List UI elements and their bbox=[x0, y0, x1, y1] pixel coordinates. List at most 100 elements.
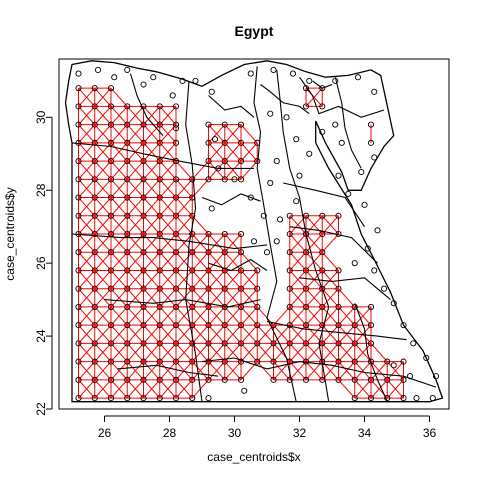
centroid-point bbox=[107, 285, 115, 292]
centroid-point bbox=[140, 267, 147, 274]
centroid-point bbox=[335, 172, 342, 179]
network-link bbox=[208, 324, 226, 344]
centroid-point bbox=[423, 354, 430, 362]
centroid-point bbox=[241, 387, 248, 394]
centroid-point bbox=[172, 194, 180, 201]
boundaries bbox=[64, 60, 444, 403]
centroid-point bbox=[189, 395, 196, 402]
network-link bbox=[159, 124, 177, 144]
network-link bbox=[256, 324, 274, 344]
network-link bbox=[78, 343, 96, 362]
network-link bbox=[143, 306, 161, 326]
network-link bbox=[94, 379, 112, 399]
network-link bbox=[305, 251, 323, 271]
network-link bbox=[159, 288, 177, 308]
centroid-point bbox=[169, 92, 176, 99]
centroid-point bbox=[237, 139, 245, 146]
centroid-point bbox=[286, 303, 293, 310]
centroid-point bbox=[140, 376, 147, 383]
centroid-point bbox=[319, 322, 326, 329]
centroid-point bbox=[351, 358, 358, 365]
network-link bbox=[191, 288, 209, 308]
centroid-point bbox=[273, 158, 280, 165]
centroid-point bbox=[296, 172, 303, 179]
centroid-point bbox=[172, 103, 180, 110]
centroid-point bbox=[221, 121, 228, 128]
centroid-point bbox=[172, 267, 180, 274]
plot-content bbox=[64, 60, 444, 403]
network-link bbox=[191, 215, 209, 235]
centroid-point bbox=[221, 249, 228, 256]
centroid-point bbox=[351, 395, 358, 402]
centroid-point bbox=[189, 322, 196, 329]
x-axis-label: case_centroids$x bbox=[207, 450, 300, 464]
network-link bbox=[143, 270, 161, 290]
centroid-point bbox=[221, 358, 228, 365]
centroid-point bbox=[361, 201, 368, 208]
network-link bbox=[175, 215, 193, 235]
centroid-point bbox=[91, 376, 98, 383]
centroid-point bbox=[335, 267, 342, 274]
centroid-point bbox=[221, 230, 228, 238]
centroid-point bbox=[189, 376, 196, 383]
centroid-point bbox=[124, 158, 131, 165]
centroid-point bbox=[286, 358, 293, 365]
centroid-point bbox=[124, 230, 131, 238]
network-link bbox=[78, 178, 96, 198]
centroid-point bbox=[156, 267, 163, 274]
region-boundary bbox=[299, 277, 391, 301]
centroid-point bbox=[254, 158, 261, 165]
region-boundary bbox=[289, 226, 378, 264]
network-link bbox=[273, 306, 291, 326]
centroid-point bbox=[172, 303, 180, 310]
network-link bbox=[143, 251, 161, 271]
network-link bbox=[143, 197, 161, 217]
centroid-point bbox=[124, 212, 131, 219]
network-link bbox=[110, 251, 128, 271]
network-link bbox=[78, 270, 96, 290]
centroid-point bbox=[406, 373, 414, 380]
network-link bbox=[175, 270, 193, 290]
network-link bbox=[354, 343, 372, 362]
network-link bbox=[289, 288, 307, 308]
network-link bbox=[354, 379, 372, 399]
centroid-point bbox=[367, 358, 375, 365]
centroid-point bbox=[332, 77, 339, 84]
network-link bbox=[289, 270, 307, 290]
centroid-point bbox=[289, 70, 297, 77]
centroid-point bbox=[140, 285, 147, 292]
network-link bbox=[321, 270, 339, 290]
centroid-point bbox=[380, 285, 388, 292]
centroid-point bbox=[270, 358, 277, 365]
network-link bbox=[110, 306, 128, 326]
centroid-point bbox=[400, 322, 407, 329]
centroid-point bbox=[172, 139, 180, 146]
centroid-point bbox=[107, 303, 115, 310]
centroid-point bbox=[172, 340, 180, 347]
network-link bbox=[94, 178, 112, 198]
network-link bbox=[159, 160, 177, 180]
network-link bbox=[191, 270, 209, 290]
network-link bbox=[224, 270, 242, 290]
centroid-point bbox=[189, 340, 196, 347]
centroid-point bbox=[254, 267, 261, 274]
region-boundary bbox=[283, 182, 365, 228]
centroid-point bbox=[237, 249, 245, 256]
centroid-point bbox=[189, 194, 196, 201]
centroid-point bbox=[319, 267, 326, 274]
centroid-point bbox=[172, 158, 180, 165]
centroid-point bbox=[335, 376, 342, 383]
network-link bbox=[305, 343, 323, 362]
centroid-point bbox=[75, 212, 82, 219]
centroid-point bbox=[208, 88, 215, 95]
centroid-point bbox=[237, 376, 245, 383]
centroid-point bbox=[221, 322, 228, 329]
network-link bbox=[191, 160, 209, 180]
centroid-point bbox=[75, 139, 82, 146]
centroid-point bbox=[374, 227, 381, 234]
centroid-point bbox=[205, 249, 212, 256]
centroid-point bbox=[221, 158, 228, 165]
centroid-point bbox=[140, 176, 147, 183]
network-link bbox=[208, 361, 226, 381]
centroid-point bbox=[75, 121, 82, 128]
